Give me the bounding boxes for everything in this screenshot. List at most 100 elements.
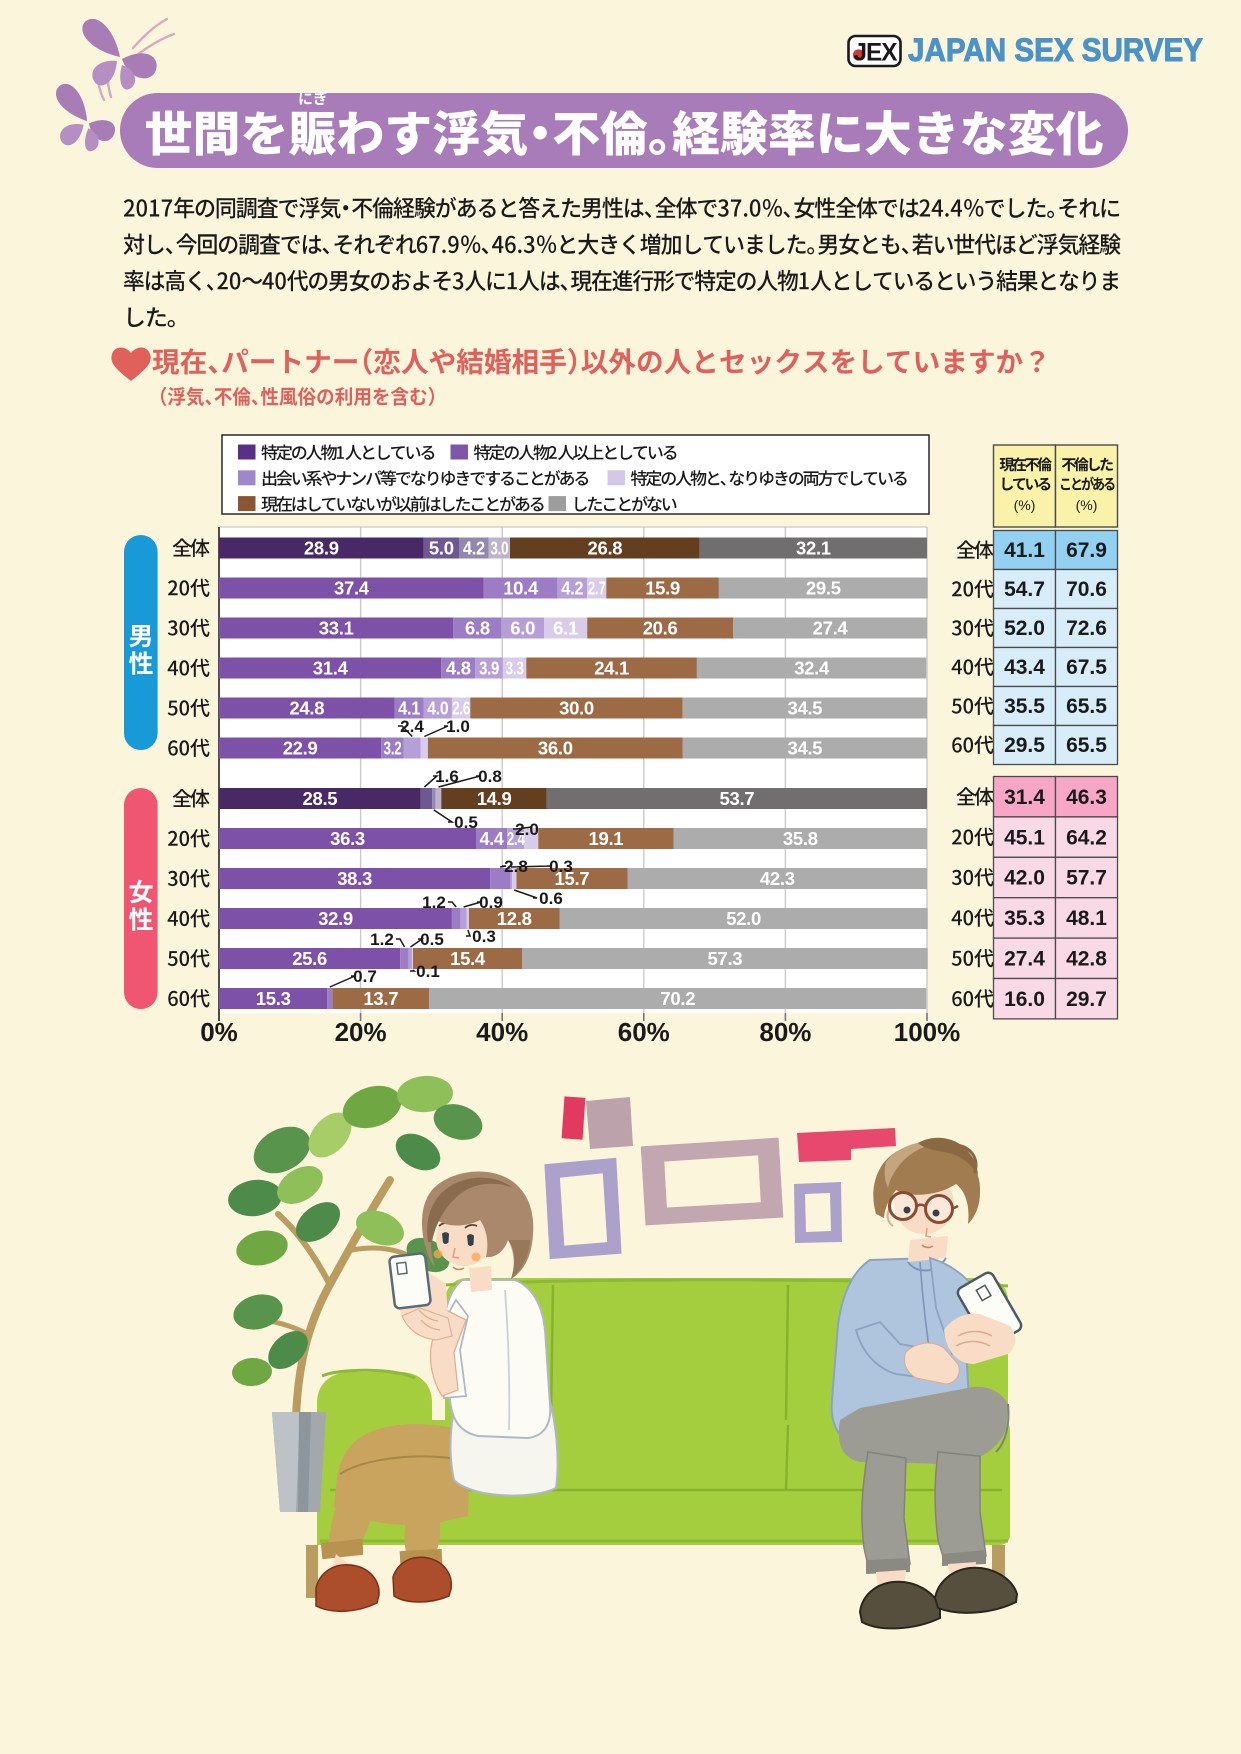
svg-text:52.0: 52.0	[1004, 617, 1045, 640]
svg-text:5.0: 5.0	[429, 538, 454, 559]
svg-text:0.1: 0.1	[416, 962, 440, 981]
svg-text:19.1: 19.1	[588, 828, 623, 849]
svg-text:2.4: 2.4	[507, 828, 526, 849]
svg-text:36.0: 36.0	[538, 738, 573, 759]
svg-text:35.3: 35.3	[1004, 907, 1045, 930]
svg-text:15.9: 15.9	[645, 578, 680, 599]
svg-text:70.2: 70.2	[660, 988, 695, 1009]
svg-text:25.6: 25.6	[292, 948, 327, 969]
svg-text:2.7: 2.7	[588, 578, 606, 599]
svg-text:32.4: 32.4	[794, 658, 830, 679]
svg-text:3.2: 3.2	[384, 738, 402, 759]
svg-text:4.4: 4.4	[480, 828, 505, 849]
svg-text:29.5: 29.5	[806, 578, 841, 599]
svg-text:2.4: 2.4	[400, 717, 424, 736]
svg-text:(%): (%)	[1014, 497, 1036, 513]
svg-text:22.9: 22.9	[283, 738, 318, 759]
svg-text:67.9: 67.9	[1066, 539, 1107, 562]
svg-text:15.7: 15.7	[554, 868, 589, 889]
svg-text:34.5: 34.5	[787, 698, 822, 719]
svg-text:41.1: 41.1	[1004, 539, 1045, 562]
svg-text:1.6: 1.6	[435, 767, 459, 786]
svg-text:34.5: 34.5	[787, 738, 822, 759]
svg-text:2.0: 2.0	[515, 820, 539, 839]
svg-text:14.9: 14.9	[477, 788, 512, 809]
svg-text:43.4: 43.4	[1004, 656, 1045, 679]
svg-text:72.6: 72.6	[1066, 617, 1107, 640]
svg-text:65.5: 65.5	[1066, 695, 1107, 718]
svg-text:6.8: 6.8	[465, 618, 490, 639]
svg-text:1.0: 1.0	[446, 717, 470, 736]
svg-text:42.0: 42.0	[1004, 867, 1045, 890]
svg-text:54.7: 54.7	[1004, 578, 1045, 601]
svg-text:31.4: 31.4	[313, 658, 349, 679]
svg-text:3.0: 3.0	[490, 538, 508, 559]
svg-text:38.3: 38.3	[337, 868, 372, 889]
svg-text:0.7: 0.7	[353, 967, 377, 986]
svg-text:6.0: 6.0	[510, 618, 535, 639]
svg-text:0.8: 0.8	[478, 767, 502, 786]
svg-text:20.6: 20.6	[643, 618, 678, 639]
svg-text:0.5: 0.5	[420, 930, 444, 949]
svg-text:52.0: 52.0	[726, 908, 761, 929]
svg-text:4.2: 4.2	[463, 538, 485, 559]
svg-text:3.9: 3.9	[479, 658, 499, 679]
svg-text:46.3: 46.3	[1066, 786, 1107, 809]
svg-text:53.7: 53.7	[719, 788, 754, 809]
svg-text:29.5: 29.5	[1004, 734, 1045, 757]
svg-text:30.0: 30.0	[559, 698, 594, 719]
svg-text:0%: 0%	[200, 1017, 238, 1047]
svg-text:4.1: 4.1	[398, 698, 420, 719]
svg-text:4.0: 4.0	[427, 698, 448, 719]
svg-text:33.1: 33.1	[319, 618, 354, 639]
svg-text:27.4: 27.4	[813, 618, 849, 639]
svg-text:3.3: 3.3	[506, 658, 524, 679]
svg-text:4.2: 4.2	[561, 578, 583, 599]
svg-text:1.2: 1.2	[422, 893, 446, 912]
svg-text:29.7: 29.7	[1066, 988, 1107, 1011]
svg-text:(%): (%)	[1076, 497, 1098, 513]
svg-text:42.8: 42.8	[1066, 948, 1107, 971]
svg-text:26.8: 26.8	[587, 538, 622, 559]
svg-text:10.4: 10.4	[503, 578, 539, 599]
svg-text:15.4: 15.4	[450, 948, 486, 969]
svg-text:45.1: 45.1	[1004, 826, 1045, 849]
svg-text:57.3: 57.3	[707, 948, 742, 969]
svg-text:57.7: 57.7	[1066, 867, 1107, 890]
svg-text:0.5: 0.5	[454, 813, 478, 832]
svg-text:20%: 20%	[335, 1017, 387, 1047]
svg-text:100%: 100%	[894, 1017, 961, 1047]
svg-text:80%: 80%	[759, 1017, 811, 1047]
svg-text:36.3: 36.3	[330, 828, 365, 849]
svg-text:65.5: 65.5	[1066, 734, 1107, 757]
svg-text:42.3: 42.3	[760, 868, 795, 889]
svg-text:32.9: 32.9	[318, 908, 353, 929]
svg-text:2.6: 2.6	[452, 698, 470, 719]
svg-text:27.4: 27.4	[1004, 948, 1045, 971]
svg-text:0.3: 0.3	[472, 927, 496, 946]
svg-text:32.1: 32.1	[796, 538, 831, 559]
svg-text:JAPAN SEX SURVEY: JAPAN SEX SURVEY	[908, 32, 1203, 68]
svg-text:67.5: 67.5	[1066, 656, 1107, 679]
svg-text:JEX: JEX	[854, 39, 898, 67]
svg-text:6.1: 6.1	[553, 618, 578, 639]
svg-text:16.0: 16.0	[1004, 988, 1045, 1011]
svg-text:35.5: 35.5	[1004, 695, 1045, 718]
svg-text:48.1: 48.1	[1066, 907, 1107, 930]
svg-text:24.8: 24.8	[289, 698, 324, 719]
svg-text:0.9: 0.9	[479, 893, 503, 912]
svg-text:0.6: 0.6	[539, 889, 563, 908]
svg-text:64.2: 64.2	[1066, 826, 1107, 849]
svg-text:31.4: 31.4	[1004, 786, 1045, 809]
svg-text:4.8: 4.8	[446, 658, 471, 679]
svg-text:28.5: 28.5	[302, 788, 337, 809]
svg-text:35.8: 35.8	[783, 828, 818, 849]
svg-text:24.1: 24.1	[594, 658, 629, 679]
svg-text:0.3: 0.3	[549, 857, 573, 876]
svg-text:28.9: 28.9	[304, 538, 339, 559]
svg-text:37.4: 37.4	[334, 578, 370, 599]
svg-text:1.2: 1.2	[370, 930, 394, 949]
svg-text:12.8: 12.8	[497, 908, 532, 929]
svg-text:70.6: 70.6	[1066, 578, 1107, 601]
svg-text:60%: 60%	[618, 1017, 670, 1047]
